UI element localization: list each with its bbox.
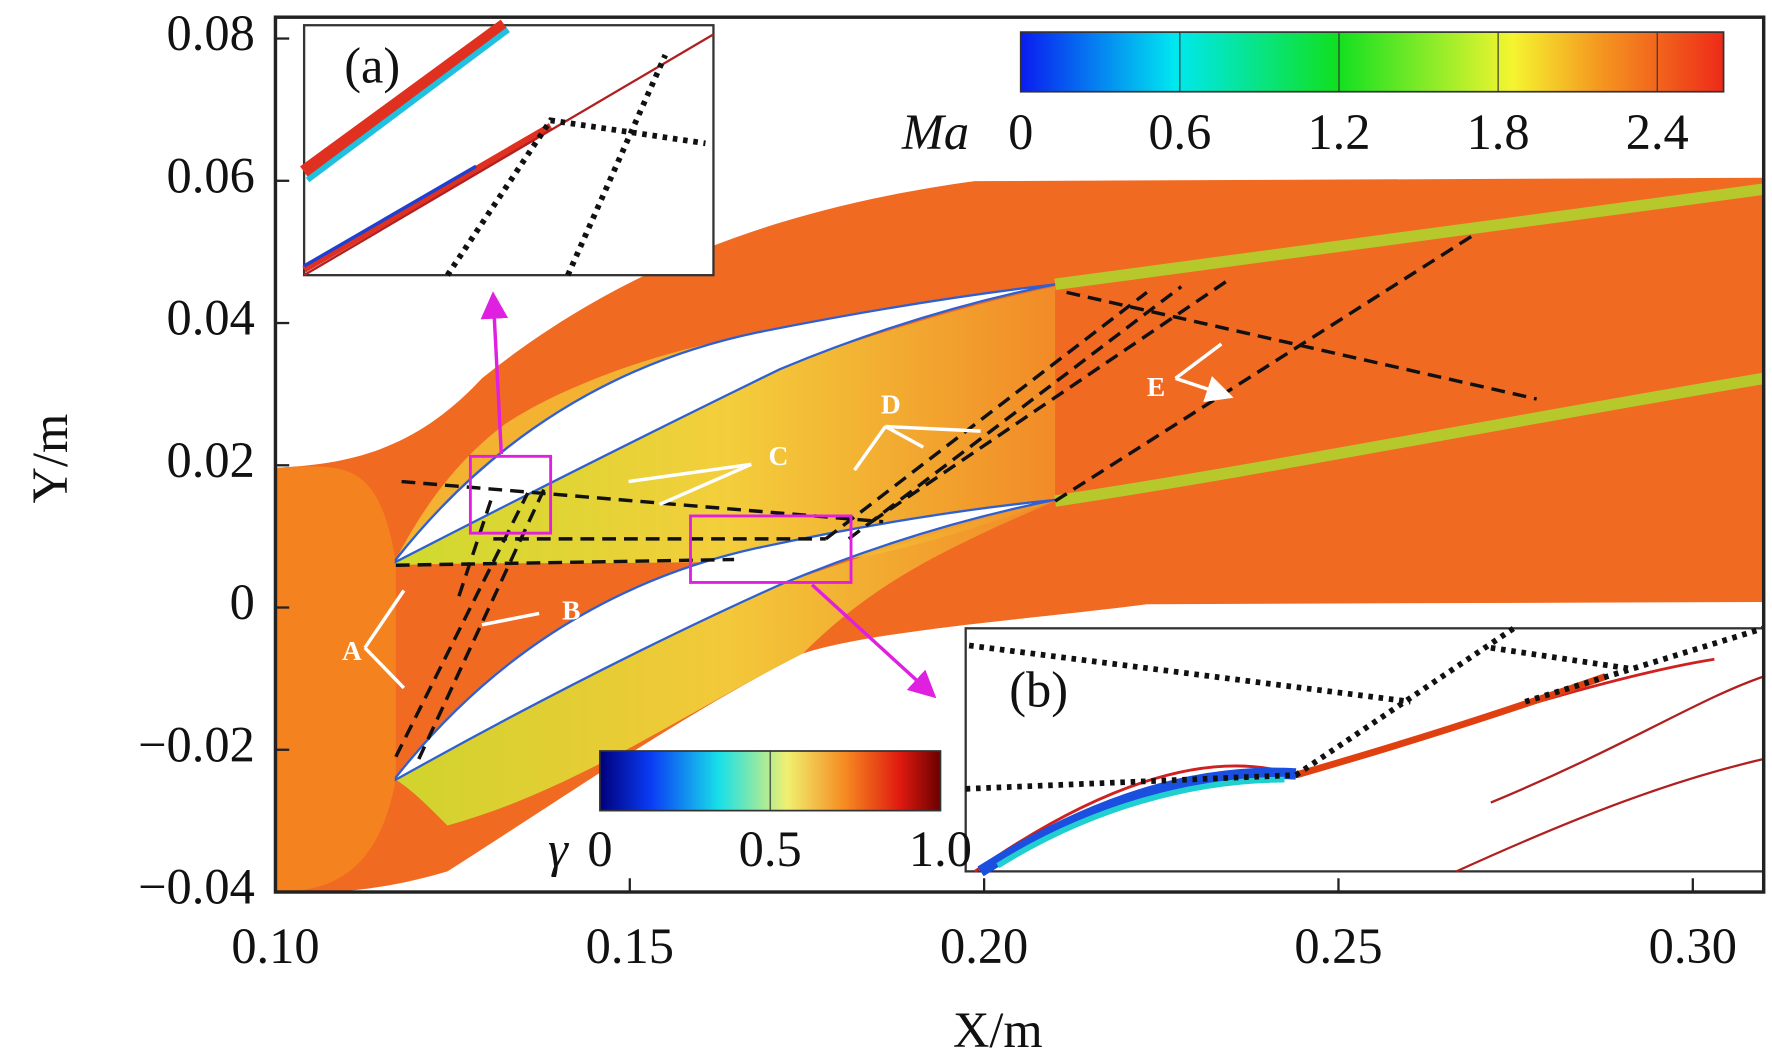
colorbar-tick-label: 0 [1008, 104, 1033, 160]
colorbar-tick-label: 1.8 [1467, 104, 1530, 160]
y-axis-label: Y/m [22, 414, 78, 504]
colorbar-label: γ [548, 821, 569, 877]
x-tick-label: 0.25 [1294, 918, 1382, 974]
annotation: C [768, 440, 788, 471]
x-tick-label: 0.10 [231, 918, 319, 974]
colorbar-tick-label: 0.5 [739, 821, 802, 877]
inset-label: (b) [1009, 661, 1068, 717]
y-tick-label: 0.02 [167, 432, 255, 488]
y-tick-label: 0 [230, 574, 255, 630]
blade [394, 283, 1056, 564]
x-axis-label: X/m [953, 1002, 1043, 1058]
annotation: B [562, 595, 580, 626]
plot-frame [273, 15, 1766, 894]
wake [1054, 183, 1764, 291]
zoom-box [689, 514, 853, 584]
x-tick-label: 0.20 [940, 918, 1028, 974]
inlet-region [275, 466, 396, 893]
y-tick-label: 0.06 [167, 147, 255, 203]
zoom-box [468, 454, 553, 535]
colorbar [1019, 31, 1725, 93]
wake [1054, 372, 1764, 507]
inset-b: (b) [964, 625, 1764, 877]
y-tick-label: 0.08 [167, 5, 255, 61]
colorbar-label: Ma [901, 104, 969, 160]
y-tick-label: 0.04 [167, 290, 255, 346]
x-tick-label: 0.30 [1649, 918, 1737, 974]
passage-lower [395, 501, 1056, 826]
y-tick-label: −0.04 [138, 859, 255, 915]
annotation: A [342, 635, 362, 666]
inset-a: (a) [300, 19, 715, 277]
annotation: E [1147, 371, 1165, 402]
inset-label: (a) [344, 38, 400, 94]
flow-field: A B C D E (a) (b) [275, 19, 1764, 893]
shock-line [394, 233, 1538, 760]
annotation: D [881, 388, 901, 419]
y-tick-label: −0.02 [138, 716, 255, 772]
colorbar-tick-label: 0 [587, 821, 612, 877]
x-tick-label: 0.15 [586, 918, 674, 974]
colorbar-tick-label: 1.2 [1307, 104, 1370, 160]
annotation-arrows [363, 342, 1227, 690]
zoom-arrow [810, 583, 937, 699]
colorbar-tick-label: 0.6 [1148, 104, 1211, 160]
colorbar-tick-label: 1.0 [909, 821, 972, 877]
zoom-arrow [480, 291, 509, 455]
colorbar-tick-label: 2.4 [1626, 104, 1689, 160]
